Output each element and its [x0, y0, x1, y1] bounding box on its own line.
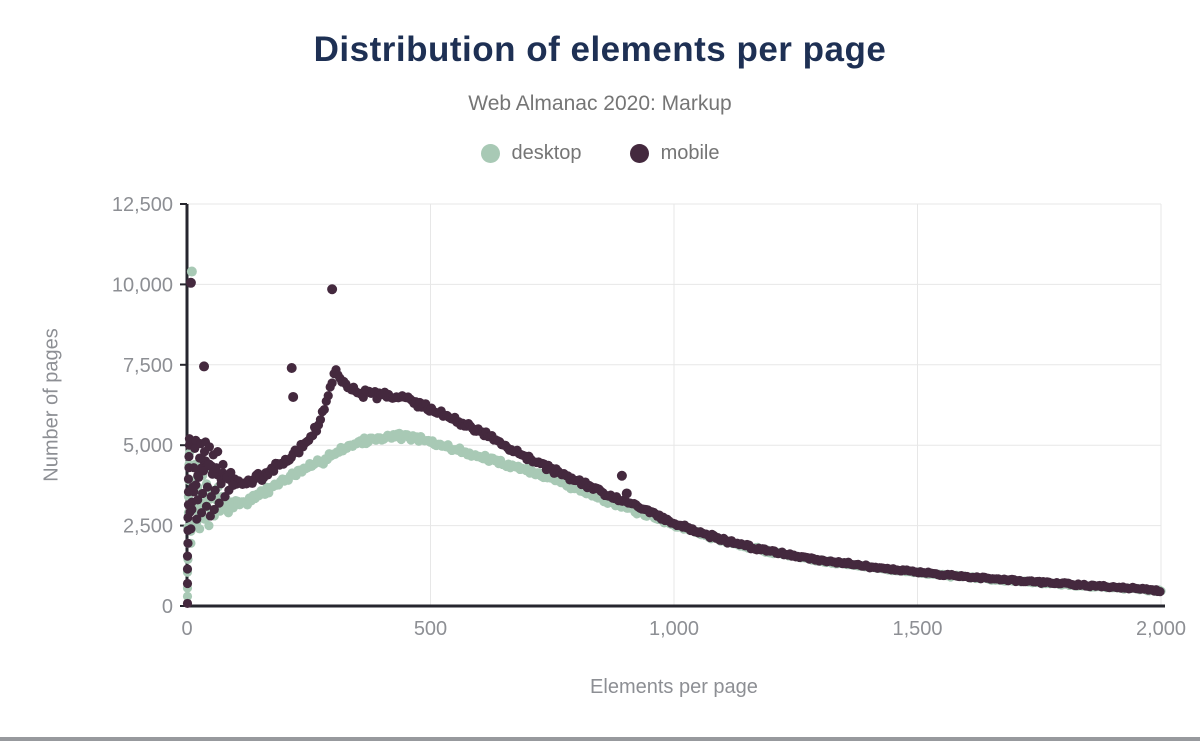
chart-subtitle: Web Almanac 2020: Markup — [468, 92, 732, 115]
svg-text:1,500: 1,500 — [892, 618, 942, 640]
legend-label-mobile: mobile — [660, 142, 720, 164]
svg-text:0: 0 — [181, 618, 192, 640]
legend: desktop mobile — [0, 142, 1200, 165]
legend-label-desktop: desktop — [511, 142, 582, 164]
x-axis-title: Elements per page — [590, 676, 758, 698]
legend-item-mobile[interactable]: mobile — [629, 142, 720, 165]
mobile-series-swatch-icon — [629, 144, 649, 163]
svg-text:5,000: 5,000 — [123, 435, 173, 457]
svg-text:12,500: 12,500 — [112, 194, 173, 216]
svg-text:2,000: 2,000 — [1136, 618, 1186, 640]
svg-text:1,000: 1,000 — [649, 618, 699, 640]
chart-title: Distribution of elements per page — [313, 30, 887, 69]
svg-text:10,000: 10,000 — [112, 274, 173, 296]
svg-text:0: 0 — [162, 596, 173, 618]
svg-text:7,500: 7,500 — [123, 355, 173, 377]
footer-divider — [0, 737, 1200, 741]
svg-text:2,500: 2,500 — [123, 516, 173, 538]
legend-item-desktop[interactable]: desktop — [480, 142, 582, 165]
desktop-series-swatch-icon — [480, 144, 500, 163]
svg-text:500: 500 — [414, 618, 447, 640]
